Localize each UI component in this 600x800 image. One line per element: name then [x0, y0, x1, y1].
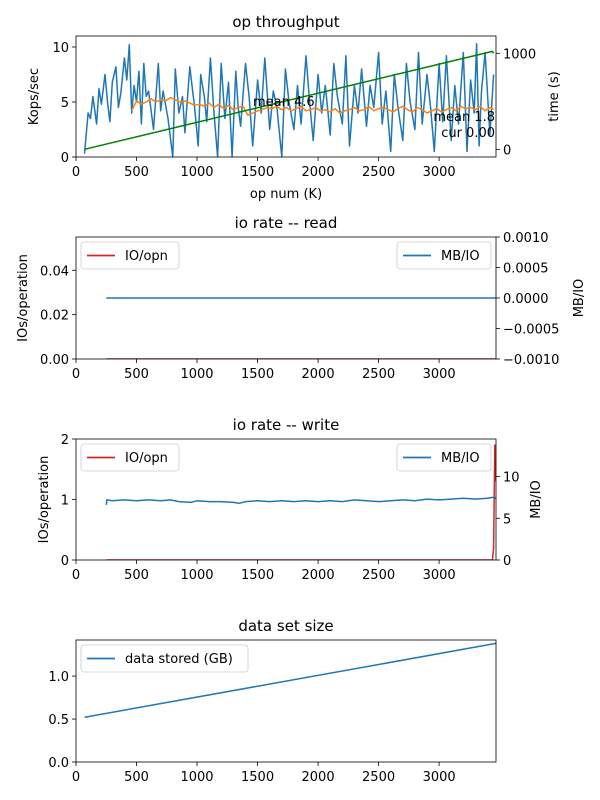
legend: data stored (GB) — [80, 644, 249, 673]
series-group — [106, 297, 496, 359]
x-tick-label: 500 — [124, 770, 149, 785]
legend-label: IO/opn — [125, 249, 168, 264]
y2-tick-label: 10 — [503, 471, 520, 486]
x-tick-label: 2000 — [302, 367, 335, 382]
y2-tick-label: 0 — [503, 554, 511, 569]
plot-frame — [75, 639, 497, 763]
y2-axis-label: MB/IO — [529, 480, 544, 519]
x-tick-label: 0 — [72, 568, 80, 583]
series-group — [105, 444, 496, 560]
y2-axis-label: MB/IO — [572, 279, 587, 318]
y-tick-label: 0.04 — [40, 264, 69, 279]
legend-left: IO/opn — [80, 443, 180, 472]
series-group — [83, 42, 495, 157]
series-line-mb-io — [105, 496, 496, 505]
plot-frame — [75, 438, 497, 561]
y-axis-label: IOs/operation — [16, 254, 31, 342]
x-tick-label: 2500 — [362, 165, 395, 180]
x-tick-label: 3000 — [423, 770, 456, 785]
x-tick-label: 2500 — [362, 367, 395, 382]
y2-tick-label: 0.0010 — [503, 231, 549, 246]
series-line-io-opn — [106, 444, 496, 560]
x-tick-label: 500 — [124, 165, 149, 180]
y2-tick-label: −0.0005 — [503, 323, 559, 338]
y2-tick-label: −0.0010 — [503, 353, 559, 368]
y2-tick-label: 0.0000 — [503, 292, 549, 307]
y-tick-label: 0.02 — [40, 309, 69, 324]
legend-label: MB/IO — [441, 249, 480, 264]
x-tick-label: 500 — [124, 568, 149, 583]
y-tick-label: 5 — [61, 96, 69, 111]
legend-frame — [80, 644, 249, 673]
chart-title: io rate -- write — [233, 416, 340, 434]
plot-frame — [75, 35, 497, 158]
y-tick-label: 0.5 — [48, 713, 69, 728]
y-tick-label: 0.00 — [40, 353, 69, 368]
legend-frame — [396, 241, 492, 270]
x-tick-label: 0 — [72, 367, 80, 382]
chart-1: io rate -- read 0 500 1000 1500 2000 2500 3000 0… — [16, 214, 587, 382]
x-tick-label: 1500 — [241, 165, 274, 180]
series-group — [84, 642, 496, 719]
legend-label: MB/IO — [441, 451, 480, 466]
y-axis-label: IOs/operation — [37, 456, 52, 544]
x-tick-label: 0 — [72, 770, 80, 785]
x-tick-label: 2500 — [362, 568, 395, 583]
x-tick-label: 2000 — [302, 770, 335, 785]
legend-frame — [396, 443, 492, 472]
y-tick-label: 1.0 — [48, 670, 69, 685]
legend-right: MB/IO — [396, 443, 492, 472]
y-tick-label: 1 — [61, 494, 69, 509]
annotation: mean 1.8 — [433, 110, 495, 125]
chart-title: data set size — [238, 617, 333, 635]
y-tick-label: 10 — [52, 41, 69, 56]
x-tick-label: 3000 — [423, 165, 456, 180]
annotation: mean 4.6 — [253, 95, 315, 110]
y2-tick-label: 0 — [503, 143, 511, 158]
x-tick-label: 1000 — [180, 568, 213, 583]
y2-axis-label: time (s) — [547, 71, 562, 121]
x-tick-label: 2000 — [302, 165, 335, 180]
x-tick-label: 3000 — [423, 568, 456, 583]
x-tick-label: 1500 — [241, 770, 274, 785]
x-tick-label: 3000 — [423, 367, 456, 382]
x-tick-label: 2500 — [362, 770, 395, 785]
y2-tick-label: 5 — [503, 512, 511, 527]
x-tick-label: 1500 — [241, 367, 274, 382]
legend-left: IO/opn — [80, 241, 180, 270]
x-tick-label: 500 — [124, 367, 149, 382]
annotation: cur 0.00 — [441, 126, 495, 141]
y2-tick-label: 1000 — [503, 47, 536, 62]
x-tick-label: 1000 — [180, 770, 213, 785]
x-tick-label: 0 — [72, 165, 80, 180]
legend-frame — [80, 241, 180, 270]
chart-0: op throughput 0 500 1000 1500 2000 2500 3000 0 5 1… — [27, 13, 562, 202]
series-line-2 — [84, 50, 495, 151]
legend-right: MB/IO — [396, 241, 492, 270]
x-tick-label: 2000 — [302, 568, 335, 583]
legend-label: IO/opn — [125, 451, 168, 466]
x-tick-label: 1000 — [180, 165, 213, 180]
chart-3: data set size 0 500 1000 1500 2000 2500 3000 0.0… — [48, 617, 497, 785]
x-tick-label: 1000 — [180, 367, 213, 382]
y-tick-label: 2 — [61, 433, 69, 448]
y2-tick-label: 0.0005 — [503, 262, 549, 277]
y-tick-label: 0.0 — [48, 756, 69, 771]
chart-title: op throughput — [232, 13, 339, 31]
series-line-1 — [131, 96, 494, 116]
y-tick-label: 0 — [61, 151, 69, 166]
plot-frame — [75, 236, 497, 360]
y-tick-label: 0 — [61, 554, 69, 569]
legend-frame — [80, 443, 180, 472]
x-tick-label: 1500 — [241, 568, 274, 583]
y-axis-label: Kops/sec — [27, 68, 42, 125]
series-line-data-stored-gb- — [84, 642, 496, 719]
legend-label: data stored (GB) — [125, 652, 233, 667]
chart-title: io rate -- read — [235, 214, 338, 232]
x-axis-label: op num (K) — [250, 187, 322, 202]
